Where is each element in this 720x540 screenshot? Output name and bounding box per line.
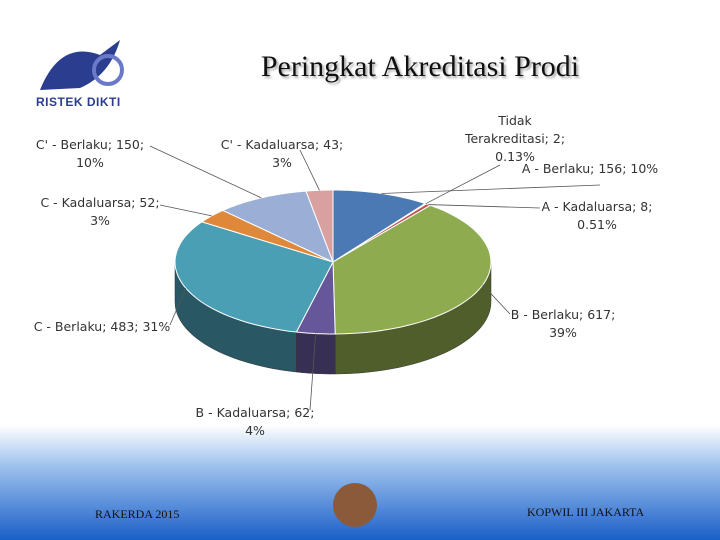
data-label: B - Kadaluarsa; 62; 4% <box>195 405 315 438</box>
leader-line <box>482 284 511 315</box>
leader-line <box>169 288 187 326</box>
data-label: Tidak Terakreditasi; 2; 0.13% <box>464 113 566 164</box>
slice <box>200 209 334 263</box>
data-label: C - Kadaluarsa; 52; 3% <box>40 195 160 228</box>
data-label: A - Kadaluarsa; 8; 0.51% <box>541 199 653 232</box>
slice <box>332 189 427 263</box>
leader-line <box>149 145 262 199</box>
footer-left: RAKERDA 2015 <box>95 507 180 521</box>
footer-right: KOPWIL III JAKARTA <box>527 505 645 519</box>
data-label: C' - Kadaluarsa; 43; 3% <box>220 137 344 170</box>
leader-line <box>159 204 212 217</box>
leader-line <box>425 164 501 205</box>
logo-ring <box>92 54 124 86</box>
data-label: B - Berlaku; 617; 39% <box>510 307 616 340</box>
logo-text: RISTEK DIKTI <box>36 95 121 109</box>
data-label: C' - Berlaku; 150; 10% <box>35 137 145 170</box>
mascot <box>333 483 377 527</box>
slice <box>305 189 334 263</box>
leader-line <box>309 333 317 411</box>
leader-line <box>428 204 541 209</box>
logo-shape <box>40 40 120 90</box>
leader-line <box>299 149 320 191</box>
data-label: A - Berlaku; 156; 10% <box>521 161 659 176</box>
slice <box>221 190 334 263</box>
data-label: C - Berlaku; 483; 31% <box>33 319 171 334</box>
slice-side <box>296 331 336 375</box>
title: Peringkat Akreditasi Prodi <box>260 50 580 83</box>
leader-line <box>381 184 601 194</box>
